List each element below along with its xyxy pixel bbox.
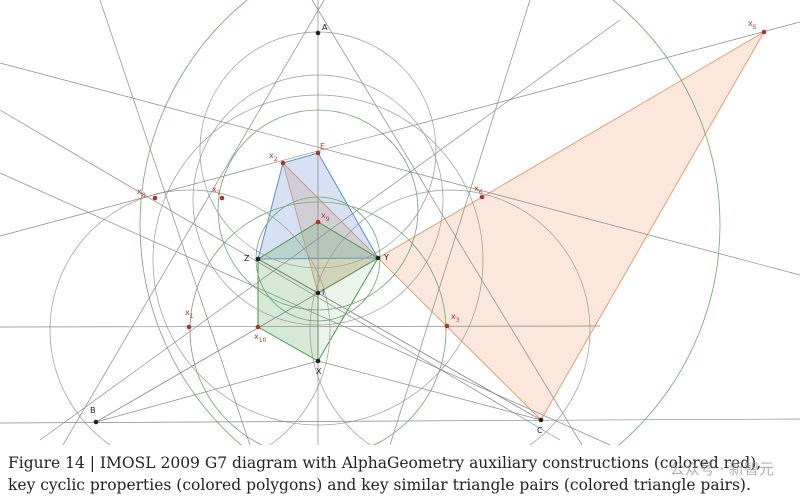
label-subscript: 9 xyxy=(326,216,330,223)
label-letter: x xyxy=(254,332,259,341)
lines xyxy=(0,0,800,445)
point xyxy=(444,323,450,329)
point-label: x2 xyxy=(269,151,278,163)
point-label: I xyxy=(322,288,324,297)
label-subscript: 1 xyxy=(190,313,194,320)
polygons xyxy=(257,30,766,421)
label-letter: x xyxy=(474,184,479,193)
label-subscript: 8 xyxy=(142,192,146,199)
point xyxy=(186,324,192,330)
point-label: C xyxy=(537,426,543,435)
label-subscript: 10 xyxy=(259,337,267,344)
watermark: 公众号 · 新智元 xyxy=(669,460,774,478)
label-subscript: 3 xyxy=(456,317,460,324)
point-label: x6 xyxy=(474,184,483,196)
point xyxy=(479,194,485,200)
label-subscript: 6 xyxy=(479,189,483,196)
point-label: x10 xyxy=(254,332,267,344)
label-subscript: 2 xyxy=(274,156,278,163)
point-label: A xyxy=(322,23,328,32)
label-subscript: 5 xyxy=(753,24,757,31)
label-letter: X xyxy=(316,367,322,376)
point-label: x5 xyxy=(748,19,757,31)
point-label: x9 xyxy=(321,211,330,223)
point-label: x1 xyxy=(185,308,194,320)
point xyxy=(761,29,767,35)
point xyxy=(152,195,158,201)
point xyxy=(315,30,321,36)
point xyxy=(255,324,261,330)
label-letter: I xyxy=(322,288,324,297)
point xyxy=(315,219,321,225)
point xyxy=(315,358,321,364)
point-label: x3 xyxy=(451,312,460,324)
point-label: Z xyxy=(244,254,250,263)
label-letter: x xyxy=(748,19,753,28)
label-letter: B xyxy=(90,406,96,415)
label-letter: x xyxy=(269,151,274,160)
point xyxy=(280,160,286,166)
caption: Figure 14 | IMOSL 2009 G7 diagram with A… xyxy=(8,454,762,494)
point xyxy=(315,150,321,156)
label-letter: x xyxy=(321,211,326,220)
point xyxy=(375,255,381,261)
point xyxy=(315,290,321,296)
label-letter: Y xyxy=(383,253,389,262)
point-label: E xyxy=(320,142,325,151)
label-letter: Z xyxy=(244,254,250,263)
label-letter: E xyxy=(320,142,325,151)
point-label: x8 xyxy=(137,187,146,199)
point xyxy=(93,419,99,425)
label-letter: C xyxy=(537,426,543,435)
label-letter: A xyxy=(322,23,328,32)
orange-triangle xyxy=(377,30,766,421)
point-label: B xyxy=(90,406,96,415)
label-letter: x xyxy=(212,185,217,194)
label-letter: x xyxy=(137,187,142,196)
point xyxy=(255,256,261,262)
label-subscript: 7 xyxy=(217,190,221,197)
label-letter: x xyxy=(185,308,190,317)
point-label: Y xyxy=(383,253,389,262)
point-label: x7 xyxy=(212,185,221,197)
point xyxy=(219,195,225,201)
label-letter: x xyxy=(451,312,456,321)
point xyxy=(538,417,544,423)
point-label: X xyxy=(316,367,322,376)
